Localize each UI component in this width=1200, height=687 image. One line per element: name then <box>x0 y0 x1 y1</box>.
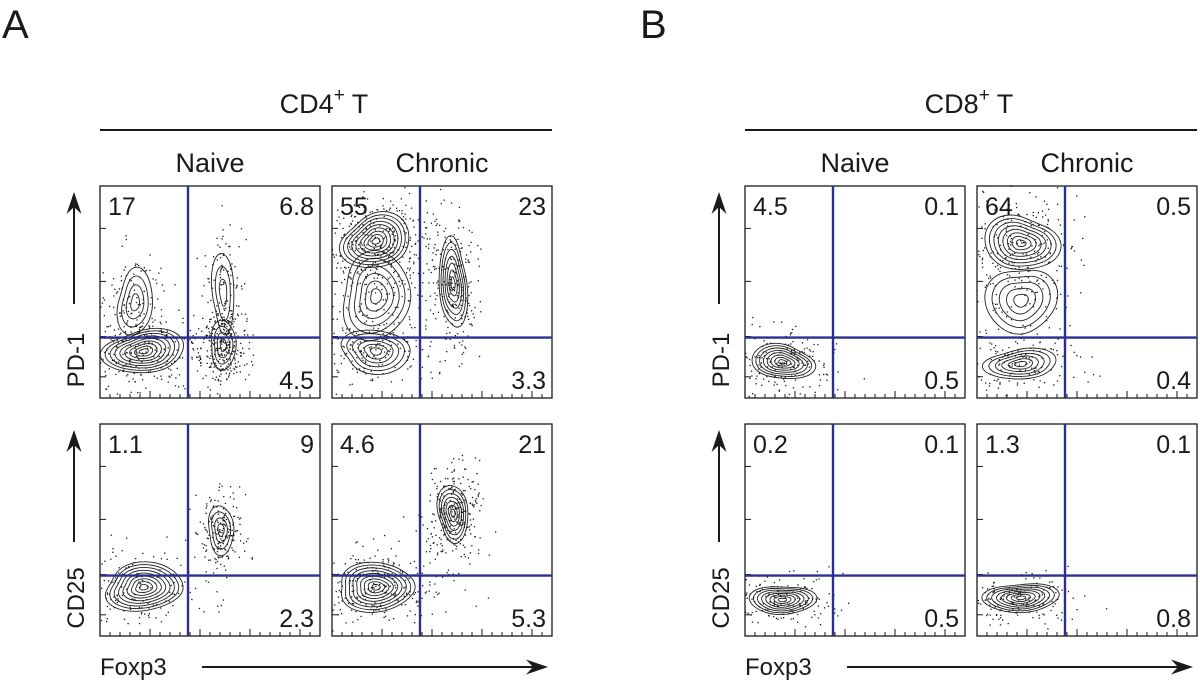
contour-lines <box>751 342 817 380</box>
quadrant-top-right-value: 9 <box>300 431 314 459</box>
quadrant-bottom-right-value: 3.3 <box>511 367 546 395</box>
plot-0-0-1: 55 23 3.3 <box>331 185 553 399</box>
y-axis-arrowhead <box>711 192 727 214</box>
y-axis-label: PD-1 <box>63 333 90 388</box>
x-axis-arrowhead <box>526 659 548 675</box>
contour-lines <box>748 586 818 616</box>
contour-lines <box>338 211 469 375</box>
column-header-chronic: Chronic <box>1040 148 1133 178</box>
contour-lines <box>981 583 1060 614</box>
quadrant-bottom-right-value: 5.3 <box>511 605 546 633</box>
plot-1-0-0: 4.5 0.1 0.5 <box>744 185 966 399</box>
quadrant-top-left-value: 4.5 <box>753 193 788 221</box>
plot-0-1-1: 4.6 21 5.3 <box>331 423 553 637</box>
quadrant-top-left-value: 64 <box>985 193 1013 221</box>
plot-1-1-1: 1.3 0.1 0.8 <box>976 423 1198 637</box>
y-axis-arrowhead <box>711 430 727 452</box>
quadrant-top-left-value: 1.3 <box>985 431 1020 459</box>
axis-ticks <box>977 465 1188 636</box>
y-axis-label: CD25 <box>63 567 90 628</box>
quadrant-top-right-value: 0.1 <box>1156 431 1191 459</box>
y-axis-arrowhead <box>66 430 82 452</box>
axis-ticks <box>332 227 543 398</box>
column-header-chronic: Chronic <box>395 148 488 178</box>
panel-letter: B <box>640 3 667 47</box>
quadrant-top-right-value: 0.1 <box>924 431 959 459</box>
event-dots <box>745 566 850 628</box>
quadrant-top-right-value: 0.1 <box>924 193 959 221</box>
axis-ticks <box>100 227 311 398</box>
column-header-naive: Naive <box>175 148 244 178</box>
quadrant-bottom-right-value: 0.8 <box>1156 605 1191 633</box>
quadrant-top-left-value: 55 <box>340 193 368 221</box>
event-dots <box>977 186 1101 397</box>
contour-lines <box>981 214 1062 380</box>
x-axis-arrowhead <box>1171 659 1193 675</box>
quadrant-bottom-right-value: 0.5 <box>924 367 959 395</box>
quadrant-top-right-value: 0.5 <box>1156 193 1191 221</box>
quadrant-bottom-right-value: 0.4 <box>1156 367 1191 395</box>
plot-0-0-0: 17 6.8 4.5 <box>99 185 321 399</box>
contour-lines <box>100 253 237 374</box>
axis-ticks <box>745 465 956 636</box>
axis-ticks <box>332 465 543 636</box>
quadrant-bottom-right-value: 4.5 <box>279 367 314 395</box>
quadrant-top-left-value: 4.6 <box>340 431 375 459</box>
quadrant-top-right-value: 21 <box>518 431 546 459</box>
quadrant-top-right-value: 6.8 <box>279 193 314 221</box>
quadrant-top-right-value: 23 <box>518 193 546 221</box>
cell-type-title: CD4+ T <box>280 85 369 119</box>
y-axis-label: CD25 <box>708 567 735 628</box>
y-axis-arrowhead <box>66 192 82 214</box>
y-axis-label: PD-1 <box>708 333 735 388</box>
panel-b: B CD8+ T Naive Chronic PD-1 CD25 Foxp3 <box>640 3 1197 681</box>
x-axis-label: Foxp3 <box>745 654 812 681</box>
plot-1-1-0: 0.2 0.1 0.5 <box>744 423 966 637</box>
column-header-naive: Naive <box>820 148 889 178</box>
quadrant-top-left-value: 17 <box>108 193 136 221</box>
panel-a: A CD4+ T Naive Chronic PD-1 CD25 Foxp3 <box>2 3 552 681</box>
plot-0-1-0: 1.1 9 2.3 <box>99 423 321 637</box>
contour-lines <box>341 485 469 613</box>
x-axis-label: Foxp3 <box>100 654 167 681</box>
event-dots <box>332 454 497 632</box>
quadrant-top-left-value: 0.2 <box>753 431 788 459</box>
quadrant-bottom-right-value: 2.3 <box>279 605 314 633</box>
panel-letter: A <box>2 3 29 47</box>
axis-ticks <box>100 465 311 636</box>
cell-type-title: CD8+ T <box>925 85 1014 119</box>
quadrant-bottom-right-value: 0.5 <box>924 605 959 633</box>
quadrant-top-left-value: 1.1 <box>108 431 143 459</box>
plot-1-0-1: 64 0.5 0.4 <box>976 185 1198 399</box>
